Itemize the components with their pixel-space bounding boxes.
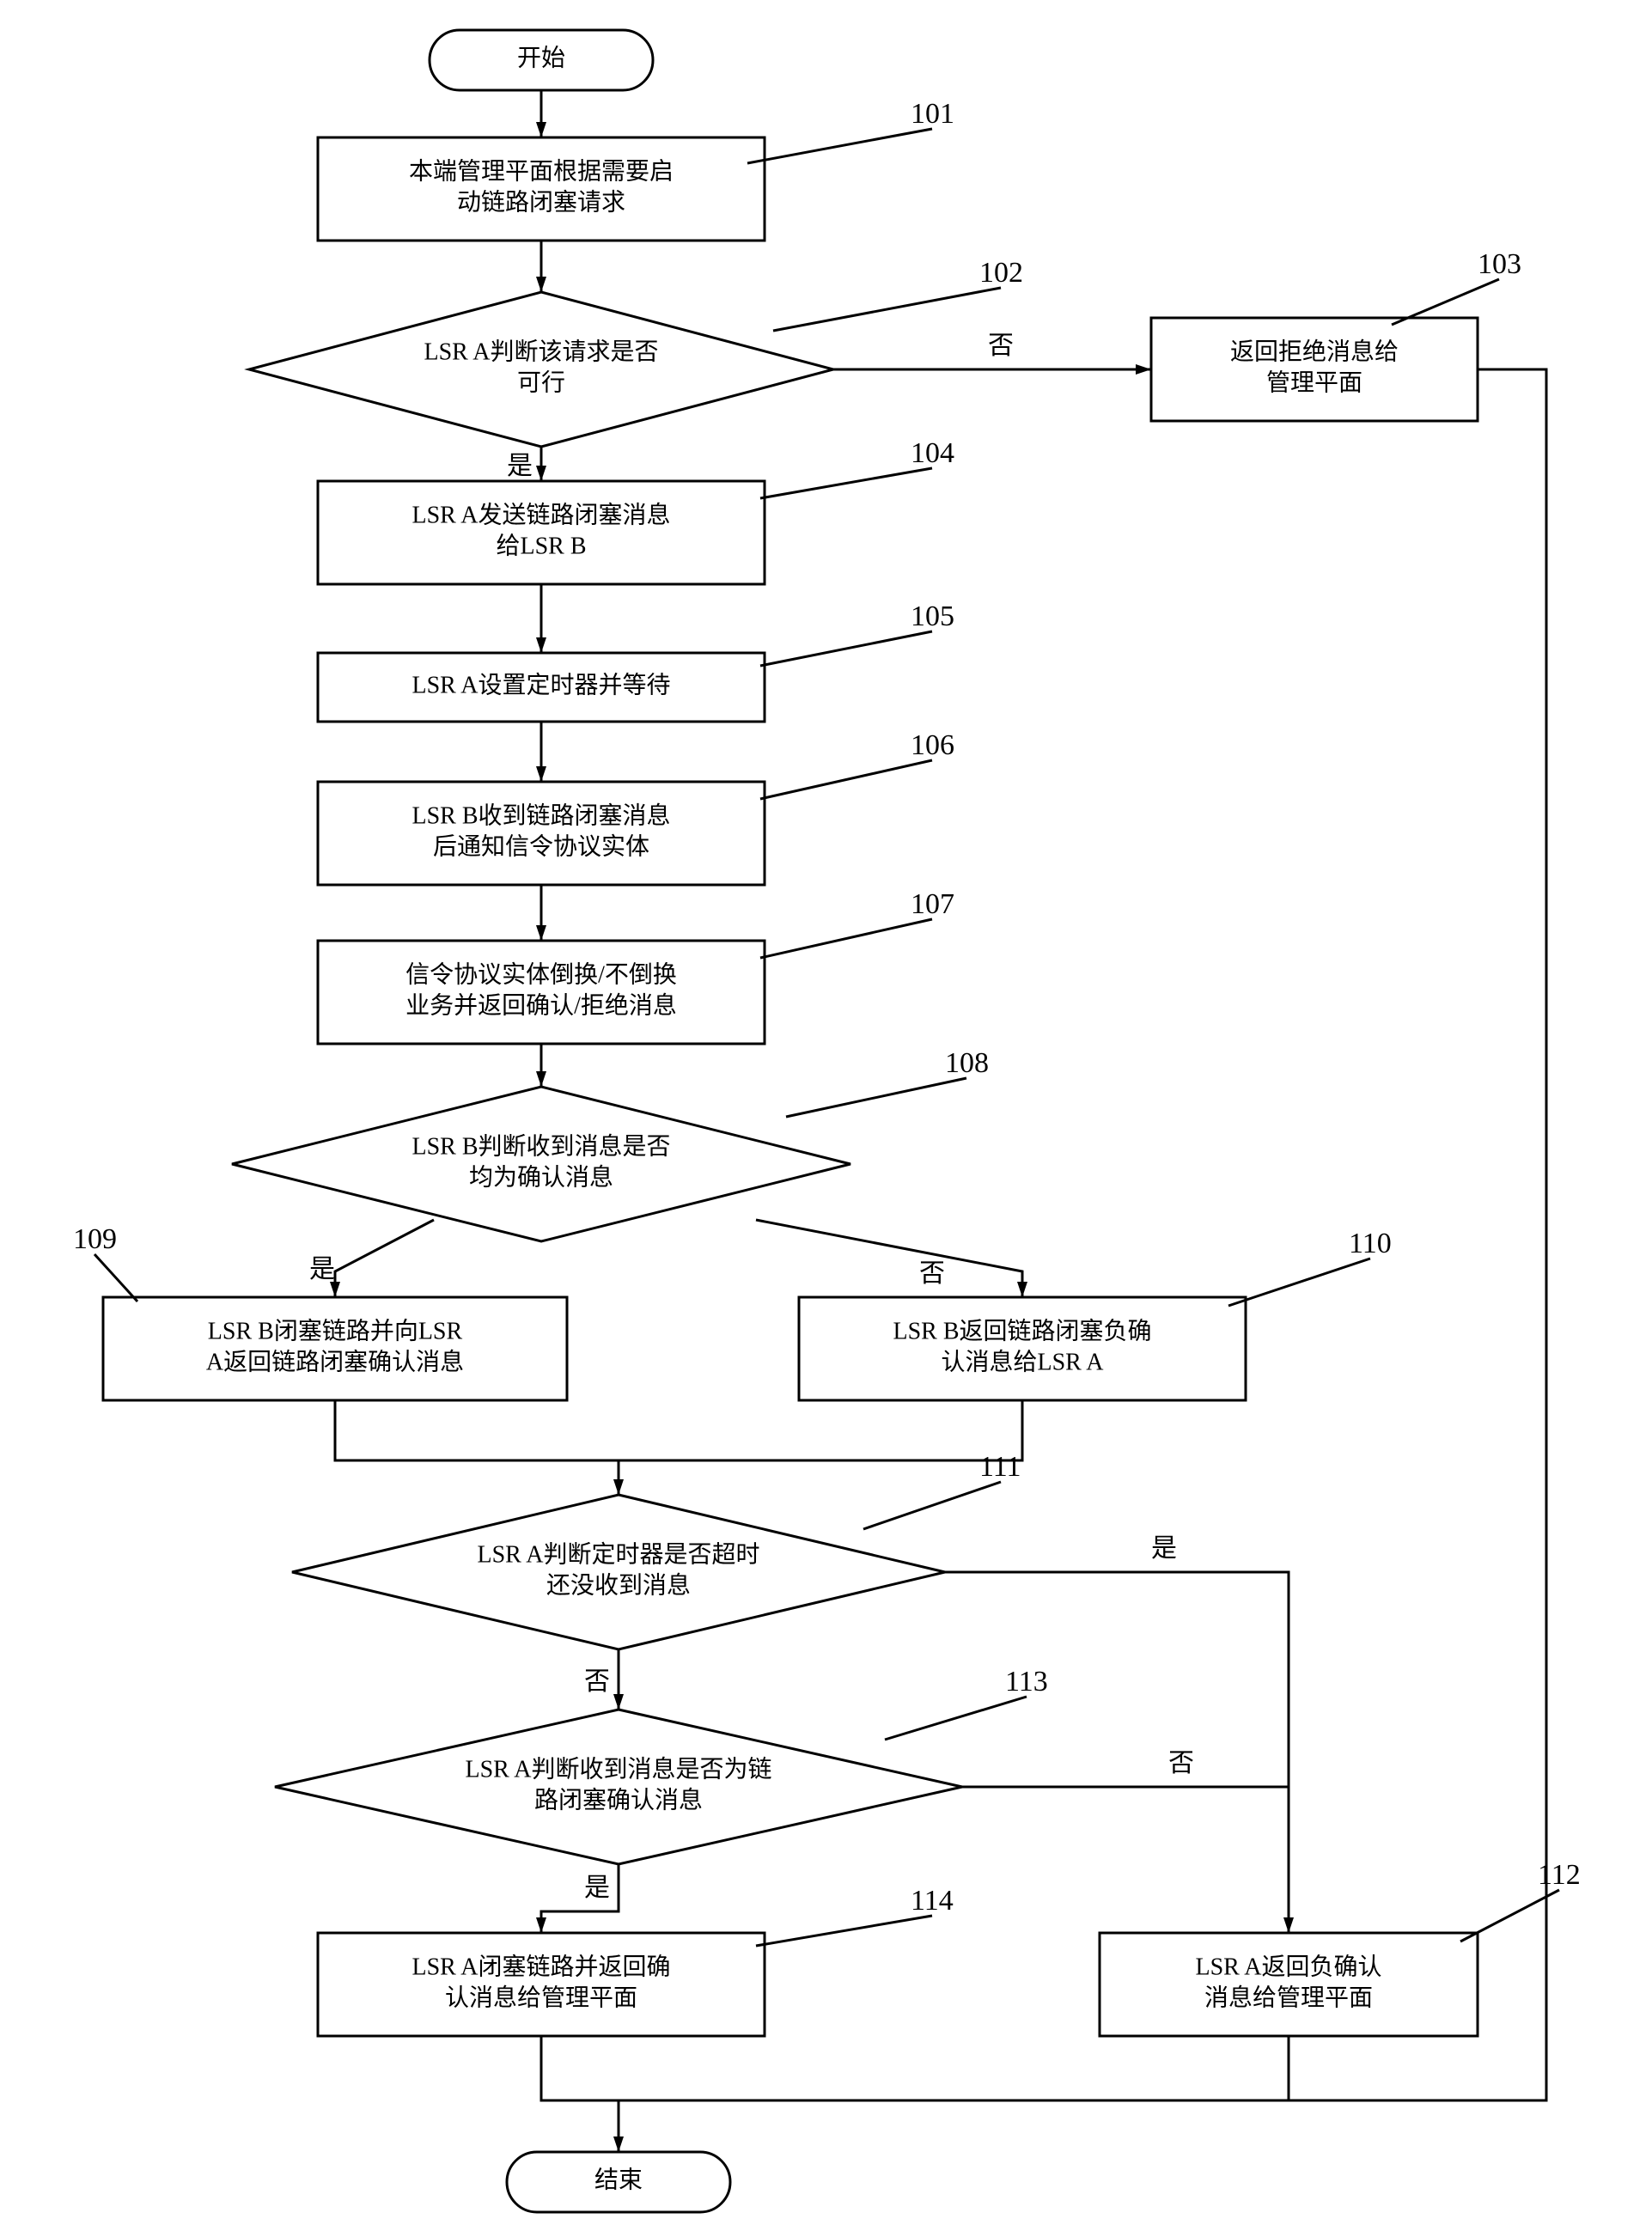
- node-d102: LSR A判断该请求是否可行: [249, 292, 833, 447]
- node-d102-line1: 可行: [517, 369, 565, 396]
- node-n109-line0: LSR B闭塞链路并向LSR: [208, 1317, 463, 1344]
- node-d111: LSR A判断定时器是否超时还没收到消息: [292, 1495, 945, 1649]
- edge: [541, 2036, 619, 2152]
- callout-line: [94, 1254, 137, 1301]
- node-n109: LSR B闭塞链路并向LSR A返回链路闭塞确认消息: [103, 1297, 567, 1400]
- node-n109-line1: A返回链路闭塞确认消息: [206, 1348, 464, 1375]
- callout-label-108: 108: [945, 1047, 989, 1079]
- node-n101-line1: 动链路闭塞请求: [457, 188, 625, 216]
- node-d111-line1: 还没收到消息: [546, 1571, 691, 1599]
- node-end-line0: 结束: [594, 2166, 643, 2193]
- node-n114-line1: 认消息给管理平面: [445, 1984, 637, 2011]
- callout-line: [773, 288, 1001, 331]
- callout-line: [756, 1916, 932, 1946]
- node-d108-line0: LSR B判断收到消息是否: [411, 1132, 670, 1160]
- callout-label-104: 104: [911, 437, 954, 469]
- node-n101: 本端管理平面根据需要启动链路闭塞请求: [318, 137, 765, 241]
- flowchart-canvas: 开始结束 本端管理平面根据需要启动链路闭塞请求 LSR A判断该请求是否可行 返回拒绝…: [0, 0, 1652, 2231]
- callout-label-114: 114: [911, 1885, 954, 1917]
- node-d113-line0: LSR A判断收到消息是否为链: [465, 1755, 771, 1783]
- node-n110-line1: 认消息给LSR A: [941, 1348, 1104, 1375]
- node-n104-line0: LSR A发送链路闭塞消息: [411, 501, 670, 528]
- node-n106-line0: LSR B收到链路闭塞消息: [411, 802, 670, 829]
- node-d113: LSR A判断收到消息是否为链路闭塞确认消息: [275, 1710, 962, 1864]
- node-d102-line0: LSR A判断该请求是否: [424, 338, 658, 365]
- edge-label: 否: [919, 1259, 945, 1288]
- node-n112: LSR A返回负确认消息给管理平面: [1100, 1933, 1478, 2036]
- callout-label-101: 101: [911, 98, 954, 130]
- node-d108-line1: 均为确认消息: [469, 1163, 613, 1191]
- callout-line: [1228, 1259, 1370, 1306]
- callout-label-107: 107: [911, 888, 954, 920]
- node-start-line0: 开始: [517, 44, 565, 71]
- node-n107-line0: 信令协议实体倒换/不倒换: [405, 960, 677, 988]
- node-n105-line0: LSR A设置定时器并等待: [411, 671, 670, 698]
- node-n107-line1: 业务并返回确认/拒绝消息: [405, 991, 677, 1019]
- callout-line: [747, 129, 932, 163]
- node-end: 结束: [507, 2152, 730, 2212]
- edge: [945, 1572, 1289, 1933]
- callout-line: [1460, 1890, 1559, 1941]
- node-n105: LSR A设置定时器并等待: [318, 653, 765, 722]
- node-n112-line1: 消息给管理平面: [1204, 1984, 1373, 2011]
- edge: [619, 1400, 1022, 1460]
- edge: [335, 1400, 619, 1495]
- callout-line: [760, 631, 932, 666]
- callout-label-113: 113: [1005, 1666, 1048, 1698]
- callout-label-106: 106: [911, 729, 954, 761]
- node-n110: LSR B返回链路闭塞负确认消息给LSR A: [799, 1297, 1246, 1400]
- callout-label-111: 111: [979, 1451, 1021, 1483]
- node-n114: LSR A闭塞链路并返回确认消息给管理平面: [318, 1933, 765, 2036]
- node-n112-line0: LSR A返回负确认: [1195, 1953, 1381, 1980]
- node-start: 开始: [430, 30, 653, 90]
- edge: [756, 1220, 1022, 1297]
- node-n104-line1: 给LSR B: [496, 532, 586, 559]
- edge-label: 否: [988, 332, 1014, 360]
- node-n101-line0: 本端管理平面根据需要启: [409, 157, 674, 185]
- edge-label: 否: [584, 1667, 610, 1696]
- node-n106-line1: 后通知信令协议实体: [433, 832, 649, 860]
- edge: [1289, 369, 1546, 2100]
- callout-label-109: 109: [73, 1223, 117, 1255]
- callout-line: [885, 1697, 1027, 1740]
- callout-label-112: 112: [1538, 1859, 1581, 1891]
- node-n104: LSR A发送链路闭塞消息给LSR B: [318, 481, 765, 584]
- node-d111-line0: LSR A判断定时器是否超时: [477, 1540, 759, 1568]
- node-n103-line1: 管理平面: [1266, 369, 1362, 396]
- callout-line: [863, 1482, 1001, 1529]
- callout-label-105: 105: [911, 600, 954, 632]
- callout-line: [760, 919, 932, 958]
- callout-label-110: 110: [1349, 1228, 1392, 1259]
- callout-line: [786, 1078, 966, 1117]
- node-n107: 信令协议实体倒换/不倒换业务并返回确认/拒绝消息: [318, 941, 765, 1044]
- callout-label-103: 103: [1478, 248, 1521, 280]
- callout-line: [760, 760, 932, 799]
- callout-line: [760, 468, 932, 498]
- edge-label: 是: [1151, 1534, 1177, 1563]
- node-n114-line0: LSR A闭塞链路并返回确: [411, 1953, 670, 1980]
- callout-label-102: 102: [979, 257, 1023, 289]
- edge-label: 否: [1168, 1749, 1194, 1777]
- node-d113-line1: 路闭塞确认消息: [534, 1786, 703, 1813]
- edge-label: 是: [584, 1874, 610, 1902]
- edge: [335, 1220, 434, 1297]
- node-d108: LSR B判断收到消息是否均为确认消息: [232, 1087, 850, 1241]
- node-n110-line0: LSR B返回链路闭塞负确: [893, 1317, 1151, 1344]
- node-n103: 返回拒绝消息给管理平面: [1151, 318, 1478, 421]
- node-n103-line0: 返回拒绝消息给: [1230, 338, 1399, 365]
- edge-label: 是: [507, 452, 533, 480]
- edge: [619, 2036, 1289, 2100]
- node-n106: LSR B收到链路闭塞消息后通知信令协议实体: [318, 782, 765, 885]
- edge-label: 是: [309, 1255, 335, 1283]
